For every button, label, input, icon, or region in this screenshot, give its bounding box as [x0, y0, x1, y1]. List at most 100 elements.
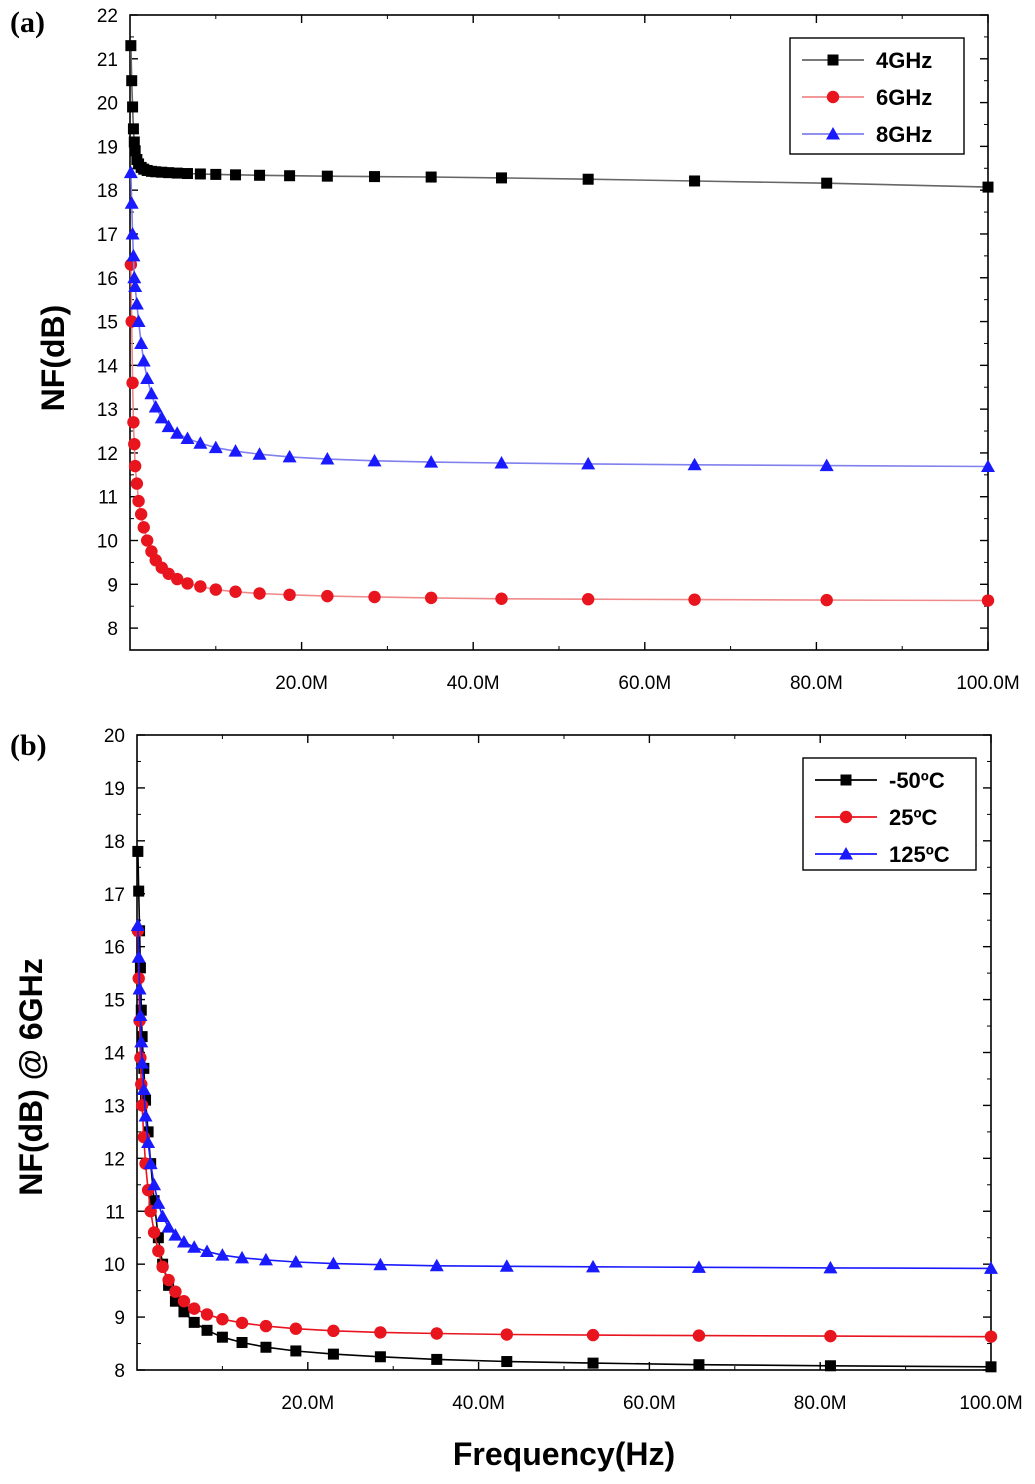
data-point — [320, 452, 335, 465]
data-point — [144, 386, 159, 400]
data-point — [170, 572, 184, 586]
data-point — [200, 1244, 215, 1257]
x-tick-label: 100.0M — [959, 1393, 1022, 1414]
y-tick-label: 10 — [104, 1255, 125, 1276]
data-point — [283, 588, 296, 602]
data-point — [236, 1336, 248, 1348]
data-point — [135, 1099, 149, 1112]
panel-label: (b) — [10, 729, 47, 762]
data-point — [687, 457, 702, 471]
data-point — [581, 593, 595, 606]
data-point — [169, 1295, 181, 1307]
data-point — [692, 1329, 706, 1342]
data-point — [134, 1034, 149, 1048]
series-8GHz — [123, 165, 995, 473]
data-point — [824, 1329, 837, 1343]
data-point — [162, 1273, 175, 1287]
data-point — [161, 1220, 176, 1233]
data-point — [253, 587, 266, 600]
y-tick-label: 11 — [105, 1202, 125, 1223]
y-tick-label: 16 — [104, 938, 125, 959]
data-point — [215, 1248, 230, 1261]
data-point — [984, 1261, 998, 1274]
x-tick-label: 40.0M — [452, 1393, 505, 1414]
data-point — [425, 171, 437, 183]
data-point — [282, 449, 297, 463]
data-point — [140, 1094, 152, 1106]
legend-marker — [840, 774, 852, 786]
data-point — [134, 962, 146, 974]
data-point — [136, 353, 151, 367]
data-point — [168, 1228, 183, 1241]
data-point — [689, 175, 701, 187]
data-point — [499, 1259, 514, 1272]
data-point — [152, 1232, 164, 1244]
data-point — [216, 1313, 229, 1326]
data-point — [180, 431, 195, 444]
data-point — [193, 436, 208, 449]
data-point — [128, 437, 141, 451]
data-point — [235, 1250, 250, 1264]
data-point — [131, 950, 146, 963]
data-point — [177, 1295, 191, 1308]
y-tick-label: 13 — [104, 1096, 125, 1117]
data-point — [138, 1109, 153, 1122]
data-point — [981, 594, 995, 607]
y-tick-label: 14 — [97, 356, 119, 377]
data-point — [374, 1351, 386, 1363]
data-point — [373, 1257, 388, 1271]
data-point — [254, 169, 266, 181]
series-line — [137, 851, 992, 1368]
data-point — [981, 459, 995, 473]
data-point — [259, 1319, 273, 1333]
y-tick-label: 11 — [98, 488, 118, 509]
legend: 4GHz 6GHz 8GHz — [789, 37, 965, 155]
y-tick-label: 15 — [97, 313, 118, 334]
data-point — [369, 171, 381, 183]
series-line — [130, 264, 989, 602]
data-point — [188, 1302, 201, 1315]
data-point — [152, 1244, 165, 1258]
y-tick-label: 12 — [97, 444, 118, 465]
y-axis-title: NF(dB) — [35, 305, 71, 412]
data-point — [134, 508, 148, 521]
series-6GHz — [124, 258, 995, 607]
legend-label: 6GHz — [876, 85, 932, 110]
data-point — [985, 1361, 997, 1373]
data-point — [321, 589, 334, 603]
y-tick-label: 14 — [104, 1044, 126, 1065]
data-point — [137, 521, 150, 534]
data-point — [176, 1234, 191, 1248]
y-tick-label: 9 — [107, 575, 118, 596]
x-tick-label: 20.0M — [275, 673, 328, 694]
data-point — [200, 1308, 214, 1321]
data-point — [327, 1324, 340, 1338]
data-point — [368, 590, 381, 604]
legend: -50ºC 25ºC 125ºC — [802, 757, 977, 871]
data-point — [154, 410, 169, 424]
data-point — [140, 371, 155, 384]
data-point — [136, 1082, 151, 1096]
data-point — [326, 1256, 341, 1270]
data-point — [129, 297, 144, 310]
series-4GHz — [125, 40, 994, 193]
legend-box — [802, 757, 977, 871]
data-point — [424, 455, 439, 468]
data-point — [586, 1259, 601, 1273]
data-point — [824, 1360, 836, 1372]
data-point — [155, 1209, 170, 1223]
data-point — [501, 1356, 513, 1368]
series-line — [130, 172, 989, 468]
data-point — [129, 145, 141, 157]
y-tick-label: 16 — [97, 269, 118, 290]
data-point — [127, 123, 139, 135]
data-point — [587, 1357, 599, 1369]
series-25ºC — [131, 924, 998, 1343]
data-point — [170, 426, 185, 439]
data-point — [125, 226, 140, 240]
data-point — [235, 1316, 249, 1330]
series-125ºC — [130, 918, 998, 1274]
data-point — [147, 1177, 162, 1191]
data-point — [210, 168, 222, 180]
y-tick-label: 12 — [104, 1149, 125, 1170]
